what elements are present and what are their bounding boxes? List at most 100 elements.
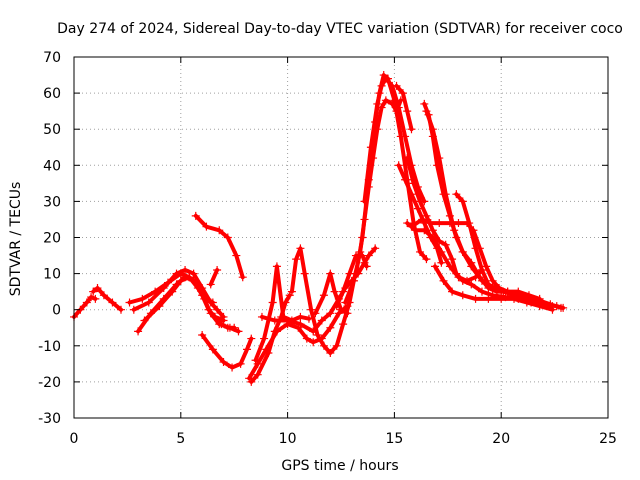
- data-point: [477, 287, 486, 296]
- data-point: [219, 312, 228, 321]
- series-arc-10: [198, 330, 256, 372]
- data-point: [458, 197, 467, 206]
- data-point: [236, 359, 245, 368]
- data-point: [125, 298, 134, 307]
- data-point: [458, 247, 467, 256]
- data-point: [219, 358, 228, 367]
- data-point: [213, 265, 222, 274]
- data-point: [441, 240, 450, 249]
- data-point: [463, 276, 472, 285]
- y-tick-label: -20: [38, 375, 61, 391]
- data-point: [330, 287, 339, 296]
- series-line: [208, 268, 220, 287]
- data-point: [398, 89, 407, 98]
- data-point: [471, 294, 480, 303]
- data-point: [471, 273, 480, 282]
- data-point: [454, 219, 463, 228]
- series-line: [289, 246, 356, 355]
- data-point: [213, 305, 222, 314]
- data-point: [422, 255, 431, 264]
- series-arc-29: [430, 262, 557, 314]
- data-point: [373, 99, 382, 108]
- series-arc-12: [247, 291, 294, 386]
- series-arc-9: [210, 312, 239, 332]
- data-point: [93, 284, 102, 293]
- data-point: [413, 204, 422, 213]
- data-point: [467, 280, 476, 289]
- y-tick-label: 60: [43, 86, 61, 102]
- data-point: [283, 316, 292, 325]
- data-point: [349, 276, 358, 285]
- data-point: [172, 269, 181, 278]
- data-point: [394, 103, 403, 112]
- data-point: [206, 280, 215, 289]
- series-line: [142, 275, 241, 334]
- data-point: [450, 226, 459, 235]
- series-arc-13: [251, 262, 313, 365]
- data-point: [129, 305, 138, 314]
- data-point: [452, 190, 461, 199]
- data-point: [392, 81, 401, 90]
- data-point: [548, 305, 557, 314]
- data-point: [210, 312, 219, 321]
- data-point: [514, 287, 523, 296]
- data-point: [471, 244, 480, 253]
- data-point: [230, 323, 239, 332]
- series-arc-2: [89, 284, 125, 314]
- data-point: [458, 291, 467, 300]
- data-point: [401, 132, 410, 141]
- data-point: [108, 298, 117, 307]
- data-point: [247, 334, 256, 343]
- data-point: [91, 294, 100, 303]
- data-point: [296, 320, 305, 329]
- data-point: [428, 125, 437, 134]
- y-tick-label: 0: [52, 303, 61, 319]
- series-arc-20: [360, 74, 429, 206]
- data-point: [185, 273, 194, 282]
- data-point: [99, 291, 108, 300]
- data-point: [300, 269, 309, 278]
- data-point: [435, 219, 444, 228]
- data-point: [339, 287, 348, 296]
- data-point: [497, 294, 506, 303]
- data-point: [433, 244, 442, 253]
- data-point: [377, 81, 386, 90]
- data-point: [89, 287, 98, 296]
- data-point: [465, 219, 474, 228]
- data-point: [477, 265, 486, 274]
- y-tick-label: 10: [43, 267, 61, 283]
- data-point: [337, 305, 345, 314]
- data-point: [358, 233, 367, 242]
- data-point: [319, 341, 328, 350]
- data-point: [435, 154, 444, 163]
- series-line: [394, 83, 414, 132]
- series-line: [454, 192, 504, 294]
- data-point: [319, 291, 328, 300]
- data-point: [403, 154, 412, 163]
- data-point: [535, 302, 544, 311]
- data-point: [198, 284, 207, 293]
- data-point: [326, 349, 335, 358]
- data-point: [484, 294, 493, 303]
- data-point: [311, 309, 320, 318]
- data-point: [296, 244, 305, 253]
- data-point: [416, 247, 425, 256]
- data-point: [144, 298, 153, 307]
- data-point: [426, 233, 435, 242]
- data-point: [360, 197, 369, 206]
- data-point: [366, 143, 375, 152]
- x-tick-label: 0: [70, 431, 79, 447]
- data-point: [217, 320, 226, 329]
- data-point: [270, 327, 279, 336]
- data-point: [309, 338, 318, 347]
- data-point: [317, 316, 326, 325]
- data-point: [206, 309, 215, 318]
- x-axis-label: GPS time / hours: [281, 458, 398, 474]
- data-point: [428, 226, 437, 235]
- series-arc-21: [392, 81, 416, 134]
- data-point: [287, 287, 296, 296]
- data-point: [381, 96, 390, 105]
- data-point: [270, 316, 279, 325]
- series-line: [247, 304, 350, 381]
